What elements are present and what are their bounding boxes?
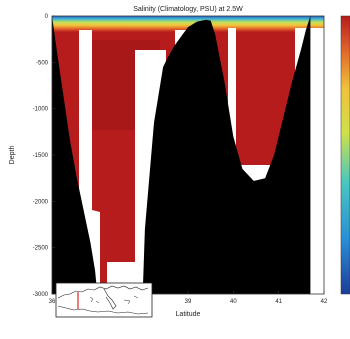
y-tick-label: 0 — [45, 14, 49, 20]
chart-title: Salinity (Climatology, PSU) at 2.5W — [133, 6, 243, 13]
x-tick-label: 39 — [185, 299, 192, 305]
x-tick-label: 41 — [275, 299, 282, 305]
inset-islands — [89, 295, 139, 305]
inset-location-map — [55, 282, 153, 318]
x-tick-label: 40 — [230, 299, 237, 305]
y-tick-label: -2500 — [33, 246, 49, 252]
inset-coastline-italy — [103, 288, 117, 310]
x-tick-label: 36 — [49, 299, 56, 305]
y-tick-label: -2000 — [33, 199, 49, 205]
y-tick-label: -500 — [36, 60, 49, 66]
bathymetry-land — [52, 16, 311, 294]
inset-coastline-south — [57, 305, 149, 315]
salinity-surface-layer — [52, 16, 324, 32]
y-axis-ticks: 0 -500 -1000 -1500 -2000 -2500 -3000 — [33, 14, 55, 298]
y-axis-label: Depth — [9, 146, 16, 165]
y-tick-label: -1000 — [33, 107, 49, 113]
inset-coastline-north — [57, 285, 149, 299]
y-tick-label: -1500 — [33, 153, 49, 159]
colorbar — [340, 15, 350, 295]
y-tick-label: -3000 — [33, 292, 49, 298]
x-tick-label: 42 — [321, 299, 328, 305]
plot-area — [52, 16, 324, 294]
x-axis-label: Latitude — [176, 311, 201, 318]
